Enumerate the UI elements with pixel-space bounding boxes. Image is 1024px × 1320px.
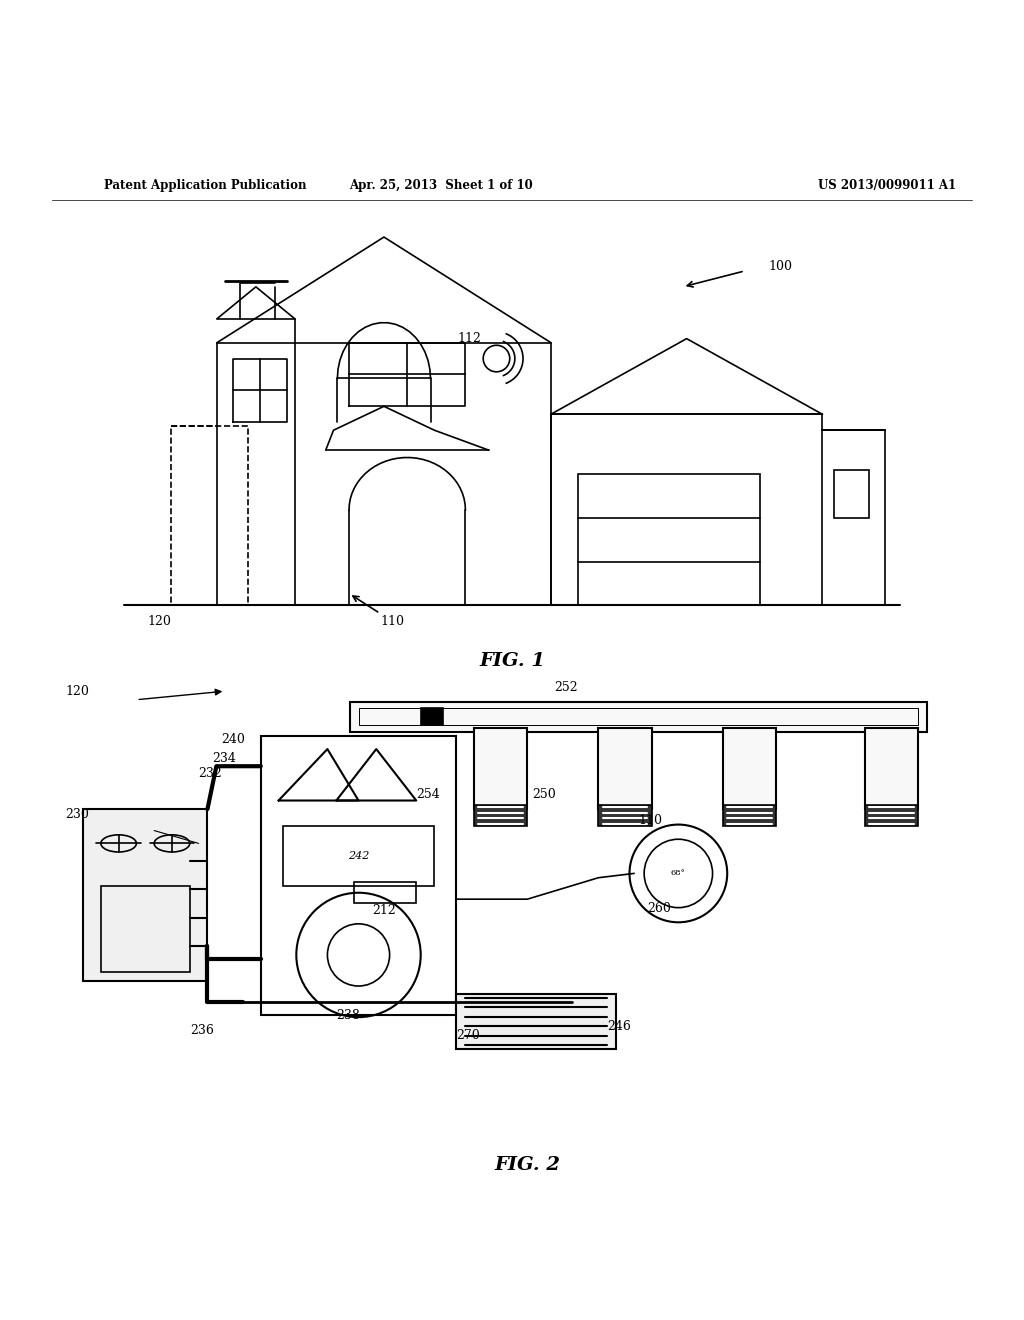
Bar [598,727,651,809]
Text: US 2013/0099011 A1: US 2013/0099011 A1 [818,178,956,191]
Text: 250: 250 [531,788,555,801]
Text: 246: 246 [607,1020,631,1034]
Bar [598,805,651,826]
Text: FIG. 2: FIG. 2 [495,1156,560,1173]
Text: 68°: 68° [671,870,686,878]
Bar [474,805,527,826]
Bar [358,709,919,726]
Text: 270: 270 [457,1028,480,1041]
Text: 232: 232 [199,767,222,780]
Text: 212: 212 [372,904,395,917]
Bar [865,805,919,826]
Bar [723,805,776,826]
Text: 230: 230 [66,808,89,821]
Bar [457,994,616,1049]
Bar [835,470,869,517]
Bar [421,709,443,726]
Bar [578,474,761,606]
Text: 100: 100 [768,260,793,273]
Text: 112: 112 [458,333,481,345]
Text: 252: 252 [554,681,578,694]
Text: 240: 240 [221,733,245,746]
Text: 110: 110 [638,814,663,828]
Bar [171,426,248,606]
Bar [474,727,527,809]
Text: 260: 260 [647,902,671,915]
Text: Apr. 25, 2013  Sheet 1 of 10: Apr. 25, 2013 Sheet 1 of 10 [348,178,532,191]
Bar [100,886,189,972]
Text: 120: 120 [147,615,171,628]
Text: 242: 242 [348,851,370,861]
Text: FIG. 1: FIG. 1 [479,652,545,671]
Text: 120: 120 [66,685,89,698]
Bar [283,826,434,886]
Bar [261,737,457,1015]
Bar [354,882,417,903]
Text: 254: 254 [417,788,440,801]
Bar [349,702,927,731]
Bar [83,809,208,981]
Text: 234: 234 [212,752,236,764]
Text: Patent Application Publication: Patent Application Publication [103,178,306,191]
Text: 110: 110 [380,615,404,628]
Text: 238: 238 [336,1010,360,1022]
Text: 236: 236 [189,1024,214,1038]
Bar [723,727,776,809]
Bar [865,727,919,809]
